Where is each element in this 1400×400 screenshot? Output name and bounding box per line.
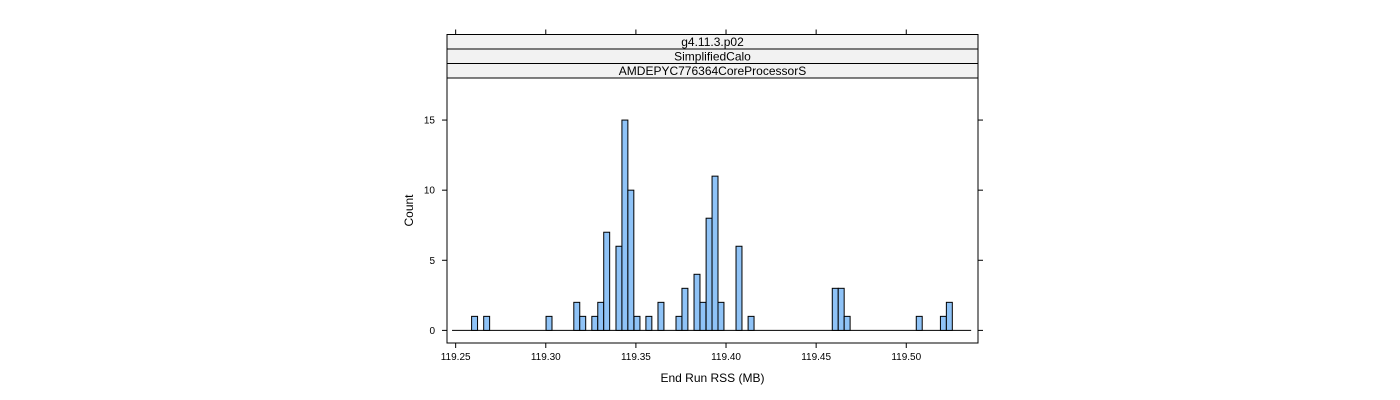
- histogram-bar: [591, 315, 599, 331]
- y-tick-label: 10: [424, 186, 436, 197]
- histogram-bar: [573, 301, 581, 331]
- strip-label: g4.11.3.p02: [681, 35, 744, 49]
- histogram-bar: [675, 315, 683, 331]
- histogram-bar: [945, 301, 953, 331]
- histogram-bar: [693, 273, 701, 331]
- y-tick-label: 0: [429, 326, 435, 337]
- x-tick-label: 119.40: [711, 352, 741, 363]
- histogram-bar: [681, 287, 689, 331]
- histogram-bar: [633, 315, 641, 331]
- histogram-bar: [603, 231, 611, 331]
- histogram-bar: [843, 315, 851, 331]
- histogram-bar: [915, 315, 923, 331]
- x-tick-label: 119.50: [891, 352, 921, 363]
- plot-panel: [446, 77, 979, 344]
- histogram-bar: [939, 315, 947, 331]
- histogram-bar: [621, 119, 629, 331]
- histogram-bar: [657, 301, 665, 331]
- histogram-bar: [579, 315, 587, 331]
- histogram-bar: [597, 301, 605, 331]
- x-tick-label: 119.30: [531, 352, 561, 363]
- x-axis-title: End Run RSS (MB): [660, 371, 764, 385]
- histogram-bar: [545, 315, 553, 331]
- histogram-bar: [747, 315, 755, 331]
- histogram-bar: [735, 245, 743, 331]
- histogram-bars: [471, 119, 953, 331]
- y-axis-title: Count: [402, 194, 416, 227]
- strip-headers: g4.11.3.p02SimplifiedCaloAMDEPYC776364Co…: [446, 34, 979, 79]
- histogram-bar: [483, 315, 491, 331]
- histogram-bar: [705, 217, 713, 331]
- histogram-bar: [831, 287, 839, 331]
- histogram-bar: [717, 301, 725, 331]
- histogram-bar: [699, 301, 707, 331]
- histogram-bar: [837, 287, 845, 331]
- x-tick-label: 119.25: [441, 352, 471, 363]
- y-tick-label: 15: [424, 116, 436, 127]
- histogram-bar: [711, 175, 719, 331]
- strip-label: AMDEPYC776364CoreProcessorS: [619, 64, 806, 78]
- x-axis: 119.25 119.30 119.35 119.40 119.45 119.50: [441, 29, 922, 363]
- histogram-bar: [615, 245, 623, 331]
- histogram-bar: [645, 315, 653, 331]
- y-tick-label: 5: [429, 256, 435, 267]
- histogram-bar: [627, 189, 635, 331]
- y-axis: 0 5 10 15: [424, 116, 983, 337]
- x-tick-label: 119.45: [801, 352, 831, 363]
- x-tick-label: 119.35: [621, 352, 651, 363]
- histogram-bar: [471, 315, 479, 331]
- strip-label: SimplifiedCalo: [674, 49, 751, 63]
